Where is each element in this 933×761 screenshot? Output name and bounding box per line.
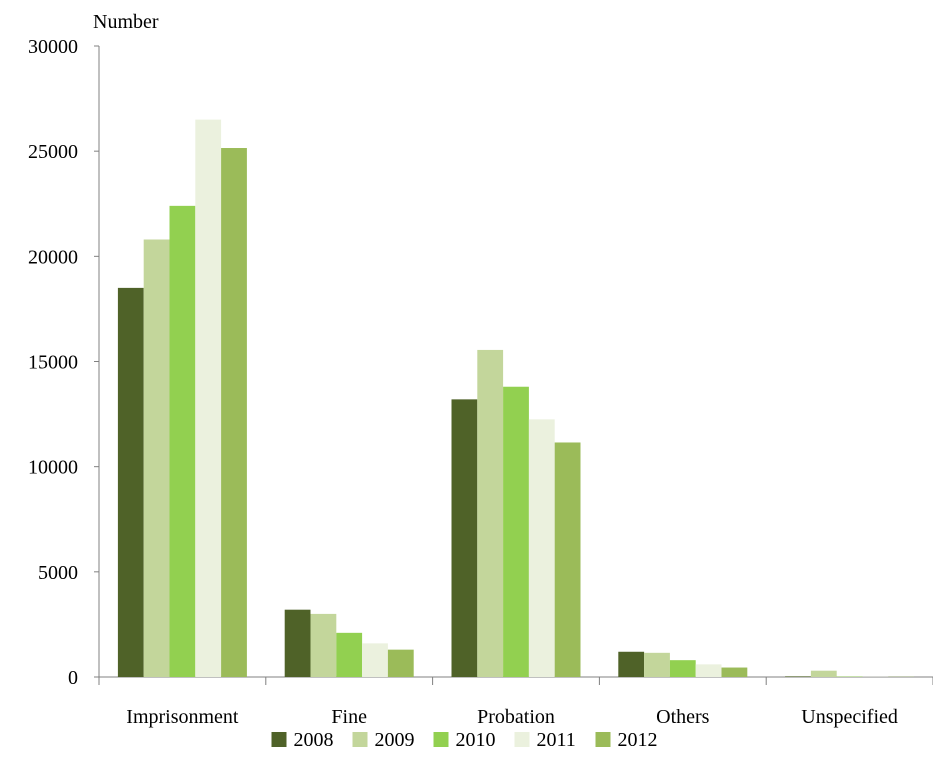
bar-2011-fine — [362, 643, 388, 677]
legend-label-2011: 2011 — [537, 729, 576, 751]
legend-label-2009: 2009 — [375, 729, 415, 751]
bar-2008-probation — [451, 399, 478, 677]
bar-2008-others — [618, 651, 645, 677]
bar-2012-imprisonment — [221, 148, 247, 678]
bar-2010-imprisonment — [169, 205, 196, 677]
bar-2010-fine — [336, 632, 363, 677]
x-axis-ticks: Imprisonment Fine Probation Others Unspecifi… — [98, 677, 933, 728]
legend-label-2012: 2012 — [618, 729, 658, 751]
y-tick-label: 25000 — [28, 141, 78, 163]
bar-2009-imprisonment — [143, 239, 170, 678]
x-tick-label: Unspecified — [801, 706, 898, 728]
bar-2011-others — [695, 664, 722, 677]
bar-2012-others — [721, 667, 748, 677]
legend-label-2008: 2008 — [294, 729, 334, 751]
legend-swatch-2010 — [433, 732, 449, 747]
bar-2010-probation — [503, 386, 529, 677]
bar-2012-probation — [554, 442, 581, 677]
bar-2008-imprisonment — [117, 287, 144, 677]
legend-swatch-2011 — [514, 732, 530, 747]
legend-swatch-2012 — [595, 732, 611, 747]
x-tick-label: Others — [656, 706, 710, 728]
bar-2009-probation — [477, 349, 504, 677]
bar-2008-fine — [284, 609, 311, 677]
bars — [117, 119, 915, 678]
y-tick-label: 0 — [68, 667, 78, 689]
y-tick-label: 30000 — [28, 36, 78, 58]
y-axis-label: Number — [93, 11, 159, 33]
y-tick-label: 5000 — [38, 562, 78, 584]
x-tick-label: Probation — [477, 706, 555, 728]
y-tick-label: 15000 — [28, 352, 78, 374]
bar-2009-unspecified — [810, 670, 837, 677]
y-tick-label: 10000 — [28, 457, 78, 479]
legend-label-2010: 2010 — [456, 729, 496, 751]
x-tick-label: Fine — [331, 706, 367, 728]
bar-2010-others — [669, 660, 696, 677]
bar-2009-others — [644, 652, 670, 677]
legend: 2008 2009 2010 2011 2012 — [271, 729, 658, 751]
bar-2009-fine — [310, 613, 337, 677]
bar-2011-imprisonment — [195, 119, 222, 677]
legend-swatch-2009 — [352, 732, 368, 747]
x-tick-label: Imprisonment — [126, 706, 239, 728]
y-axis-ticks: 0 5000 10000 15000 20000 25000 30000 — [28, 36, 99, 689]
y-tick-label: 20000 — [28, 246, 78, 268]
bar-2008-unspecified — [785, 676, 811, 677]
bar-2012-fine — [387, 649, 414, 677]
legend-swatch-2008 — [271, 732, 287, 747]
bar-2011-probation — [528, 419, 555, 677]
